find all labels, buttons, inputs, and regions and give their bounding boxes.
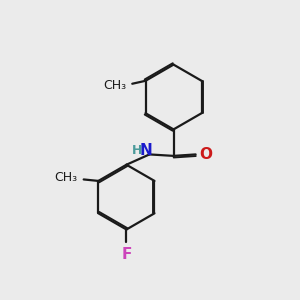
Text: F: F <box>121 247 132 262</box>
Text: O: O <box>200 147 212 162</box>
Text: CH₃: CH₃ <box>103 79 126 92</box>
Text: N: N <box>140 143 153 158</box>
Text: CH₃: CH₃ <box>55 172 78 184</box>
Text: H: H <box>132 144 142 157</box>
